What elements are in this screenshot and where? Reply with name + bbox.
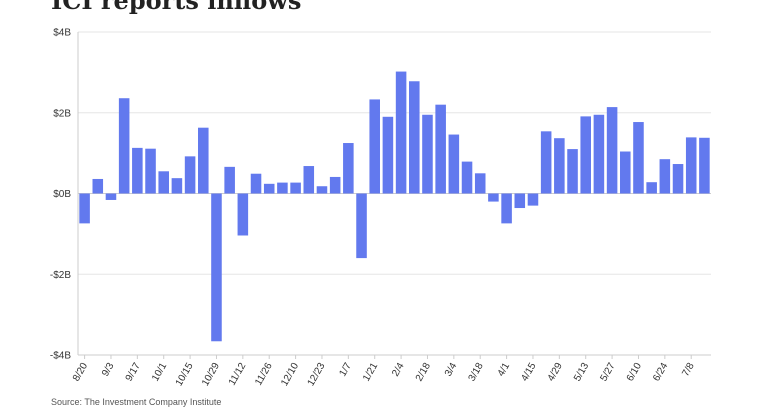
- y-tick-label: -$4B: [50, 351, 71, 362]
- source-note: Source: The Investment Company Institute: [51, 397, 222, 407]
- bar: [145, 148, 156, 194]
- bar: [474, 173, 486, 194]
- bar: [369, 99, 380, 194]
- y-tick-label: $0B: [53, 189, 71, 200]
- bar: [158, 171, 169, 194]
- bar: [198, 127, 209, 194]
- x-tick-label: 8/20: [71, 361, 90, 384]
- y-tick-label: $2B: [53, 108, 71, 119]
- x-tick-label: 1/21: [361, 361, 380, 384]
- bar: [237, 193, 249, 236]
- bar: [606, 107, 618, 194]
- bar: [461, 161, 473, 194]
- bar: [132, 147, 143, 194]
- bar: [118, 98, 130, 194]
- bar: [382, 116, 394, 194]
- bar: [250, 173, 262, 194]
- bar: [303, 166, 315, 194]
- x-tick-label: 11/12: [227, 361, 249, 388]
- y-axis: $4B $2B $0B -$2B -$4B: [50, 28, 79, 362]
- x-tick-label: 4/29: [546, 361, 565, 384]
- bar: [79, 193, 90, 224]
- x-tick-label: 5/13: [572, 361, 591, 384]
- bar: [395, 71, 407, 194]
- bar: [211, 193, 222, 342]
- y-tick-label: $4B: [53, 28, 71, 39]
- bar: [343, 143, 354, 194]
- bar: [422, 114, 433, 194]
- x-tick-label: 6/10: [625, 361, 644, 384]
- bar: [448, 134, 460, 194]
- bar: [620, 151, 631, 194]
- bar: [316, 186, 328, 194]
- x-tick-label: 10/29: [200, 361, 222, 389]
- bar: [184, 156, 196, 194]
- x-tick-label: 2/18: [414, 361, 433, 384]
- x-tick-label: 4/15: [519, 361, 538, 384]
- x-tick-label: 10/1: [150, 361, 169, 384]
- x-tick-label: 3/18: [467, 361, 486, 384]
- bar: [672, 164, 684, 194]
- bar: [580, 116, 591, 194]
- x-tick-label: 9/3: [100, 361, 117, 379]
- bar: [527, 193, 539, 206]
- x-tick-label: 6/24: [651, 361, 670, 384]
- bars: [79, 71, 710, 342]
- bar: [488, 193, 499, 202]
- bar: [290, 182, 301, 194]
- bar: [685, 137, 697, 194]
- x-tick-label: 12/23: [306, 361, 328, 389]
- bar: [263, 183, 275, 194]
- x-tick-label: 5/27: [598, 361, 617, 384]
- x-tick-label: 9/17: [124, 361, 143, 384]
- y-tick-label: -$2B: [50, 270, 71, 281]
- bar: [646, 182, 657, 194]
- bar: [633, 122, 644, 194]
- x-axis: 8/20 9/3 9/17 10/1 10/15 10/29 11/12 11/26 12/10…: [71, 354, 711, 389]
- bar: [659, 159, 671, 194]
- bar: [593, 114, 605, 194]
- bar: [92, 178, 104, 194]
- bar: [514, 193, 526, 209]
- bar: [277, 182, 288, 194]
- x-tick-label: 3/4: [443, 361, 460, 379]
- chart-title: ICI reports inflows: [51, 0, 302, 15]
- x-tick-label: 11/26: [253, 361, 275, 388]
- bar: [329, 176, 341, 194]
- x-tick-label: 7/8: [680, 361, 697, 379]
- bar: [105, 193, 117, 200]
- x-tick-label: 1/7: [337, 361, 354, 379]
- bar: [356, 193, 367, 259]
- bar: [699, 137, 710, 194]
- bar: [501, 193, 512, 224]
- bar: [224, 166, 235, 194]
- bar: [435, 104, 446, 194]
- x-tick-label: 2/4: [390, 361, 407, 379]
- bar: [540, 131, 552, 194]
- bar: [409, 81, 420, 194]
- x-tick-label: 4/1: [496, 361, 513, 379]
- bar: [554, 138, 565, 194]
- bar: [171, 178, 183, 194]
- bar: [567, 149, 578, 194]
- x-tick-label: 10/15: [174, 361, 196, 389]
- x-tick-label: 12/10: [279, 361, 301, 389]
